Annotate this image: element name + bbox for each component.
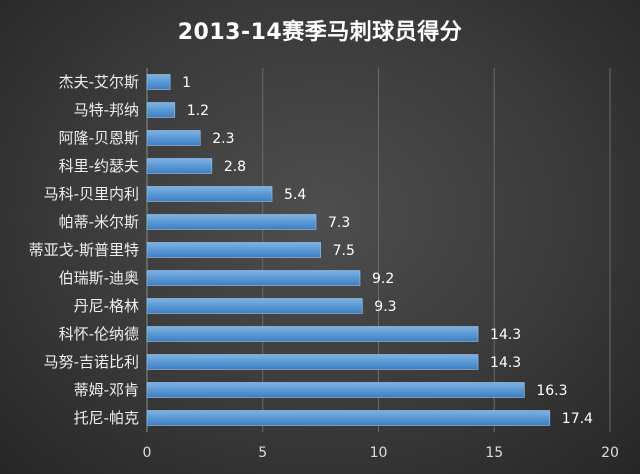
bar: [146, 354, 479, 370]
bar: [146, 214, 317, 230]
category-label: 托尼-帕克: [74, 409, 139, 427]
x-tick-label: 15: [485, 445, 503, 461]
data-label: 1.2: [187, 103, 209, 119]
bar: [146, 158, 213, 174]
bar: [146, 298, 363, 314]
category-label: 蒂亚戈-斯普里特: [29, 241, 139, 259]
bar: [146, 410, 551, 426]
x-tick-label: 0: [143, 445, 152, 461]
category-label: 科里-约瑟夫: [59, 157, 139, 175]
chart-title: 2013-14赛季马刺球员得分: [177, 20, 463, 45]
x-tick-label: 20: [601, 445, 619, 461]
data-label: 14.3: [490, 327, 521, 343]
data-label: 17.4: [562, 411, 593, 427]
data-label: 9.2: [372, 271, 394, 287]
category-label: 蒂姆-邓肯: [74, 381, 139, 399]
category-label: 马科-贝里内利: [44, 185, 139, 203]
category-label: 丹尼-格林: [74, 297, 139, 315]
data-label: 16.3: [536, 383, 567, 399]
category-label: 马努-吉诺比利: [44, 353, 139, 371]
category-label: 科怀-伦纳德: [59, 325, 139, 343]
category-label: 马特-邦纳: [74, 101, 139, 119]
data-label: 7.5: [333, 243, 355, 259]
category-label: 帕蒂-米尔斯: [59, 213, 139, 231]
category-label: 伯瑞斯-迪奥: [59, 269, 139, 287]
bar: [146, 102, 176, 118]
category-label: 杰夫-艾尔斯: [59, 73, 139, 91]
bar: [146, 270, 361, 286]
category-label: 阿隆-贝恩斯: [59, 129, 139, 147]
bar: [146, 130, 201, 146]
data-label: 14.3: [490, 355, 521, 371]
data-label: 5.4: [284, 187, 306, 203]
data-label: 9.3: [374, 299, 396, 315]
x-tick-label: 5: [258, 445, 267, 461]
data-label: 1: [182, 75, 191, 91]
bar: [146, 326, 479, 342]
bar: [146, 242, 321, 258]
data-label: 7.3: [328, 215, 350, 231]
bar: [146, 186, 273, 202]
data-label: 2.8: [224, 159, 246, 175]
bar: [146, 382, 525, 398]
data-label: 2.3: [212, 131, 234, 147]
bar: [146, 74, 171, 90]
x-tick-label: 10: [370, 445, 388, 461]
